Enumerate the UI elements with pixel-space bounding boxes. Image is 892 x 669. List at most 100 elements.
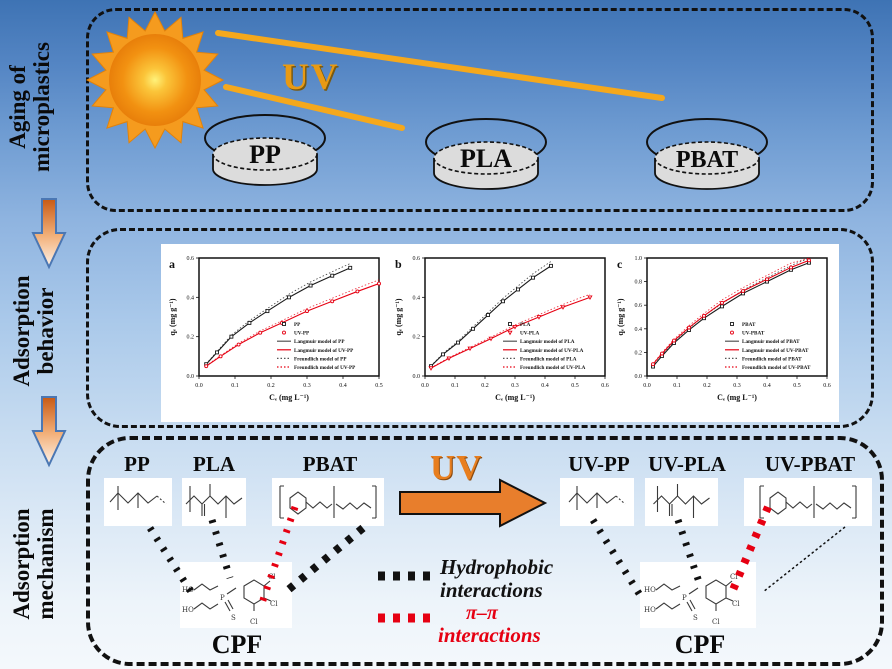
svg-text:Cl: Cl <box>268 573 276 581</box>
svg-text:0.2: 0.2 <box>635 350 643 356</box>
svg-text:P: P <box>220 594 225 602</box>
svg-text:0.4: 0.4 <box>763 383 771 389</box>
uv-pp-structure <box>560 478 634 526</box>
svg-text:0.0: 0.0 <box>635 374 643 380</box>
svg-text:Langmuir model of PBAT: Langmuir model of PBAT <box>742 339 800 345</box>
svg-text:Cl: Cl <box>712 618 720 626</box>
isotherm-chart-pla: b 0.0 0.1 0.2 0.3 0.4 0.5 0.6 0.0 0.2 0.4 0.6 Cₑ (mg… <box>391 248 613 418</box>
behavior-section-border <box>86 228 874 428</box>
pla-structure <box>182 478 246 526</box>
pp-structure <box>104 478 172 526</box>
svg-text:a: a <box>169 257 175 271</box>
svg-text:c: c <box>617 257 623 271</box>
cpf-label-right: CPF <box>674 630 726 659</box>
svg-text:Freundlich model of UV-PBAT: Freundlich model of UV-PBAT <box>742 365 811 371</box>
svg-text:HO: HO <box>182 606 194 614</box>
sidebar-step-aging-line1: Aging of <box>5 65 30 149</box>
svg-text:UV-PP: UV-PP <box>294 331 310 337</box>
svg-text:Freundlich model of PP: Freundlich model of PP <box>294 356 347 362</box>
svg-text:0.0: 0.0 <box>195 383 203 389</box>
svg-text:UV-PLA: UV-PLA <box>520 331 539 337</box>
svg-text:Cl: Cl <box>270 600 278 608</box>
svg-text:Cₑ (mg L⁻¹): Cₑ (mg L⁻¹) <box>269 393 309 402</box>
uv-pla-label: UV-PLA <box>648 452 726 476</box>
svg-text:0.6: 0.6 <box>601 383 609 389</box>
svg-text:0.4: 0.4 <box>541 383 549 389</box>
svg-text:0.1: 0.1 <box>673 383 681 389</box>
sidebar-step-behavior-line2: behavior <box>32 287 58 375</box>
svg-text:0.6: 0.6 <box>823 383 831 389</box>
hydrophobic-legend-swatch <box>378 571 434 581</box>
uv-pla-structure <box>645 478 718 526</box>
svg-text:S: S <box>231 614 236 622</box>
svg-text:0.2: 0.2 <box>187 335 195 341</box>
hydrophobic-legend-label: Hydrophobic interactions <box>440 555 554 603</box>
svg-text:Cₑ (mg L⁻¹): Cₑ (mg L⁻¹) <box>717 393 757 402</box>
isotherm-chart-pbat: c 0.0 0.1 0.2 0.3 0.4 0.5 0.6 0.0 0.2 0.4 0.6 0.8 1.0… <box>613 248 835 418</box>
svg-text:0.2: 0.2 <box>413 335 421 341</box>
uv-label-bottom: UV <box>430 448 483 487</box>
svg-text:S: S <box>693 614 698 622</box>
svg-text:0.2: 0.2 <box>703 383 711 389</box>
sidebar-step-behavior: Adsorption behavior <box>9 256 66 406</box>
cpf-label-left: CPF <box>211 630 263 659</box>
svg-text:Langmuir model of UV-PBAT: Langmuir model of UV-PBAT <box>742 348 809 354</box>
svg-text:P: P <box>682 594 687 602</box>
svg-text:b: b <box>395 257 402 271</box>
svg-text:Langmuir model of UV-PP: Langmuir model of UV-PP <box>294 348 354 354</box>
svg-text:0.5: 0.5 <box>793 383 801 389</box>
svg-text:0.4: 0.4 <box>339 383 347 389</box>
pi-pi-legend-symbol: π–π <box>466 602 498 624</box>
svg-text:0.2: 0.2 <box>267 383 275 389</box>
svg-text:0.6: 0.6 <box>187 256 195 262</box>
sidebar-step-mechanism: Adsorption mechanism <box>9 469 66 659</box>
svg-text:HO: HO <box>182 586 194 594</box>
svg-text:0.5: 0.5 <box>375 383 383 389</box>
sidebar-step-aging: Aging of microplastics <box>5 12 62 202</box>
svg-text:0.0: 0.0 <box>643 383 651 389</box>
aging-section-border <box>86 8 874 212</box>
svg-text:0.3: 0.3 <box>733 383 741 389</box>
pi-pi-legend-swatch <box>378 613 434 623</box>
uv-pbat-label: UV-PBAT <box>764 452 856 476</box>
svg-text:PP: PP <box>294 322 301 328</box>
flow-arrow-down-2 <box>31 396 67 468</box>
svg-text:HO: HO <box>644 586 656 594</box>
svg-text:Freundlich model of PBAT: Freundlich model of PBAT <box>742 356 802 362</box>
mechanism-section-border <box>86 436 884 666</box>
svg-text:0.1: 0.1 <box>451 383 459 389</box>
svg-text:Cₑ (mg L⁻¹): Cₑ (mg L⁻¹) <box>495 393 535 402</box>
svg-text:0.3: 0.3 <box>511 383 519 389</box>
svg-text:1.0: 1.0 <box>635 256 643 262</box>
svg-text:0.3: 0.3 <box>303 383 311 389</box>
cpf-structure-left: HO HO P S Cl Cl Cl <box>180 562 292 628</box>
sidebar-step-mechanism-line1: Adsorption <box>9 508 34 620</box>
svg-text:Freundlich model of UV-PP: Freundlich model of UV-PP <box>294 365 356 371</box>
svg-text:Langmuir model of UV-PLA: Langmuir model of UV-PLA <box>520 348 584 354</box>
svg-text:qₑ (mg g⁻¹): qₑ (mg g⁻¹) <box>616 298 625 335</box>
svg-text:Freundlich model of PLA: Freundlich model of PLA <box>520 356 577 362</box>
svg-text:Cl: Cl <box>250 618 258 626</box>
svg-text:0.5: 0.5 <box>571 383 579 389</box>
svg-text:PBAT: PBAT <box>742 322 756 328</box>
svg-text:0.8: 0.8 <box>635 280 643 286</box>
svg-text:0.1: 0.1 <box>231 383 239 389</box>
svg-text:Cl: Cl <box>730 573 738 581</box>
svg-text:PLA: PLA <box>520 322 531 328</box>
sidebar-step-behavior-line1: Adsorption <box>9 275 34 387</box>
svg-text:0.0: 0.0 <box>187 374 195 380</box>
svg-text:0.6: 0.6 <box>635 303 643 309</box>
svg-text:Langmuir model of PLA: Langmuir model of PLA <box>520 339 575 345</box>
svg-text:Freundlich model of UV-PLA: Freundlich model of UV-PLA <box>520 365 586 371</box>
sidebar-step-mechanism-line2: mechanism <box>32 508 58 620</box>
uv-label-top: UV <box>282 57 340 98</box>
uv-pbat-structure <box>744 478 872 526</box>
svg-text:0.6: 0.6 <box>413 256 421 262</box>
pbat-label: PBAT <box>302 452 358 476</box>
pla-label: PLA <box>193 452 235 476</box>
svg-text:UV-PBAT: UV-PBAT <box>742 331 765 337</box>
svg-text:qₑ (mg g⁻¹): qₑ (mg g⁻¹) <box>394 298 403 335</box>
pp-label: PP <box>124 452 150 476</box>
svg-text:0.0: 0.0 <box>413 374 421 380</box>
